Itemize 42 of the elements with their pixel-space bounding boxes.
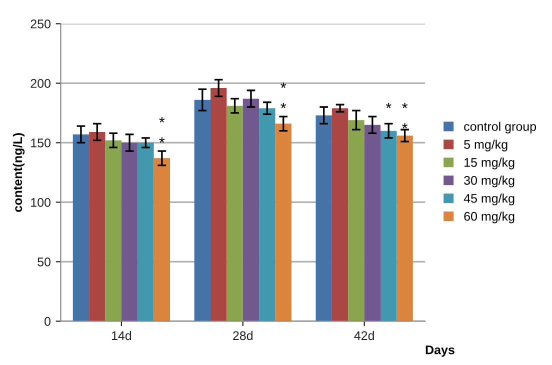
bar	[348, 120, 364, 322]
bar	[316, 115, 332, 322]
legend-label: 60 mg/kg	[464, 212, 514, 224]
y-tick-label: 0	[44, 317, 51, 326]
bar	[242, 98, 260, 322]
legend-label: 30 mg/kg	[464, 176, 514, 188]
legend-label: 5 mg/kg	[464, 140, 508, 152]
bar	[105, 140, 122, 322]
bar	[194, 100, 210, 322]
x-tick-label: 42d	[354, 330, 374, 340]
bar	[138, 142, 154, 322]
y-tick-label: 100	[31, 198, 51, 207]
legend-label: control group	[464, 122, 536, 134]
bar	[259, 108, 276, 322]
annotation: *	[402, 102, 408, 108]
annotation: *	[280, 82, 286, 88]
bar	[226, 106, 243, 322]
bar	[154, 158, 170, 322]
y-tick-label: 50	[38, 258, 51, 266]
y-tick-label: 250	[30, 20, 51, 28]
legend-label: 15 mg/kg	[464, 158, 514, 170]
bar	[364, 124, 381, 322]
bar	[380, 130, 397, 322]
x-tick-label: 14d	[112, 330, 132, 340]
x-axis-title: Days	[426, 346, 454, 357]
bar	[72, 134, 90, 322]
y-tick-label: 200	[30, 79, 51, 88]
bar	[210, 88, 227, 322]
annotation: *	[159, 137, 165, 143]
bar	[396, 136, 413, 322]
bar	[89, 132, 106, 322]
x-tick-label: 28d	[233, 330, 253, 340]
legend-label: 45 mg/kg	[464, 194, 514, 206]
annotation: *	[402, 123, 408, 128]
annotation: *	[386, 102, 392, 108]
bar	[332, 108, 348, 322]
annotation: *	[159, 117, 165, 122]
annotation: *	[280, 102, 286, 108]
y-tick-label: 150	[31, 138, 51, 148]
y-axis-title: content(ng/L)	[12, 133, 25, 212]
bar	[121, 142, 138, 322]
bar	[275, 124, 292, 322]
